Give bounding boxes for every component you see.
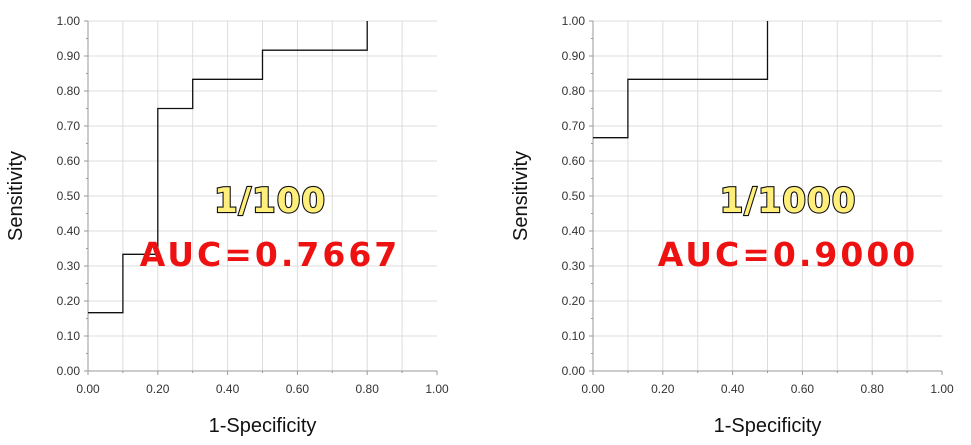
y-tick-label: 0.60 (562, 154, 586, 168)
roc-curve (88, 21, 368, 314)
y-axis-title: Sensitivity (510, 151, 532, 241)
y-tick-label: 1.00 (57, 14, 81, 28)
x-tick-label: 0.60 (791, 382, 815, 396)
x-tick-label: 0.20 (651, 382, 675, 396)
x-tick-label: 0.80 (861, 382, 885, 396)
x-tick-label: 0.00 (76, 382, 100, 396)
x-tick-label: 0.80 (356, 382, 380, 396)
y-tick-label: 0.10 (57, 329, 81, 343)
x-tick-label: 0.00 (581, 382, 605, 396)
y-tick-label: 0.30 (562, 259, 586, 273)
y-tick-label: 0.00 (57, 364, 81, 378)
x-axis-title: 1-Specificity (209, 415, 317, 437)
y-tick-label: 0.80 (57, 84, 81, 98)
y-tick-label: 0.10 (562, 329, 586, 343)
y-tick-label: 0.90 (57, 49, 81, 63)
x-axis-title: 1-Specificity (714, 415, 822, 437)
roc-chart-right: 0.00 0.10 0.20 0.30 0.40 0.50 0.60 0.70 0.80 0.90… (510, 14, 954, 437)
y-tick-label: 0.20 (562, 294, 586, 308)
x-tick-label: 0.20 (146, 382, 170, 396)
ratio-label: 1/100 (214, 181, 326, 221)
y-tick-label: 1.00 (562, 14, 586, 28)
y-tick-label: 0.50 (562, 189, 586, 203)
y-tick-label: 0.60 (57, 154, 81, 168)
y-tick-label: 0.20 (57, 294, 81, 308)
y-tick-label: 0.90 (562, 49, 586, 63)
x-tick-label: 0.40 (216, 382, 240, 396)
y-tick-label: 0.70 (57, 119, 81, 133)
ratio-label: 1/1000 (720, 181, 857, 221)
x-tick-label: 0.40 (721, 382, 745, 396)
auc-label: AUC=0.9000 (658, 235, 919, 274)
y-tick-label: 0.00 (562, 364, 586, 378)
auc-label: AUC=0.7667 (140, 235, 401, 274)
x-tick-label: 1.00 (930, 382, 954, 396)
y-tick-label: 0.80 (562, 84, 586, 98)
y-axis-title: Sensitivity (5, 151, 27, 241)
y-tick-label: 0.70 (562, 119, 586, 133)
x-tick-label: 0.60 (286, 382, 310, 396)
roc-chart-left: 0.00 0.10 0.20 0.30 0.40 0.50 0.60 0.70 0.80 0.90… (5, 14, 449, 437)
y-tick-label: 0.40 (562, 224, 586, 238)
y-tick-label: 0.50 (57, 189, 81, 203)
y-tick-label: 0.40 (57, 224, 81, 238)
x-tick-label: 1.00 (425, 382, 449, 396)
y-tick-label: 0.30 (57, 259, 81, 273)
roc-curve (593, 21, 769, 139)
